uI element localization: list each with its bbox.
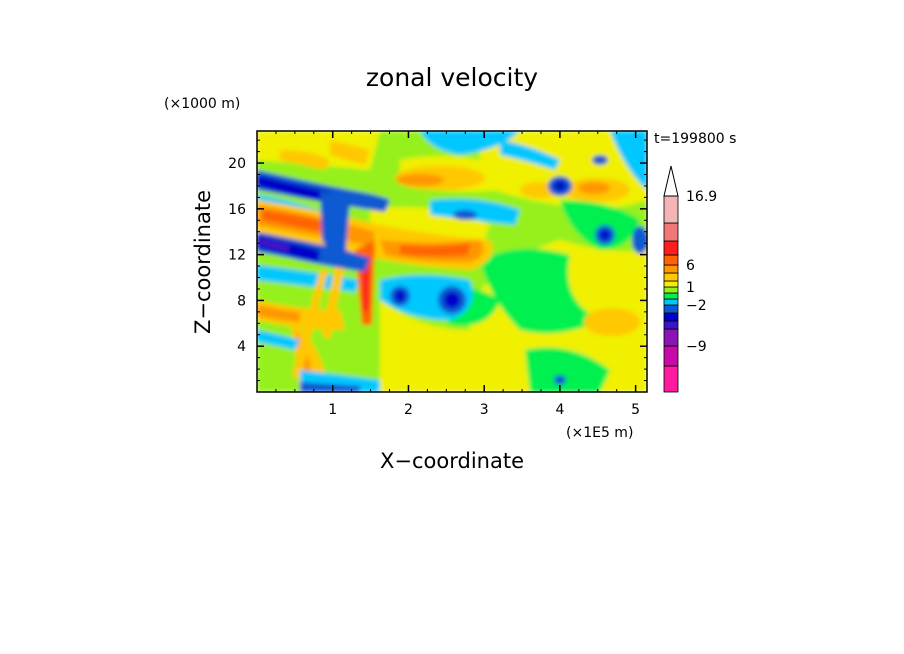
blue-spot bbox=[453, 210, 477, 220]
colorbar-segment bbox=[663, 264, 679, 274]
orange-band bbox=[280, 150, 330, 170]
colorbar-label: 6 bbox=[686, 258, 695, 274]
y-tick-label: 16 bbox=[228, 202, 246, 218]
blue-spot bbox=[444, 292, 460, 308]
blue-band bbox=[300, 382, 360, 392]
cyan-band bbox=[610, 131, 647, 190]
colorbar-segment bbox=[663, 312, 679, 322]
y-tick-label: 4 bbox=[237, 339, 246, 355]
cyan-band bbox=[430, 198, 520, 225]
y-unit-label: (×1000 m) bbox=[164, 96, 240, 112]
green-region bbox=[525, 347, 610, 392]
x-unit-label: (×1E5 m) bbox=[566, 425, 633, 441]
blue-spot bbox=[632, 226, 647, 254]
colorbar-label: −9 bbox=[686, 339, 707, 355]
yellow-region bbox=[380, 300, 470, 392]
x-axis: 1 2 3 4 5 bbox=[275, 131, 640, 418]
colorbar-label: 1 bbox=[686, 280, 695, 296]
colorbar-segment bbox=[663, 320, 679, 330]
blue-spot bbox=[554, 181, 566, 191]
blue-spot bbox=[395, 290, 405, 302]
x-tick-label: 5 bbox=[631, 402, 640, 418]
colorbar-segment bbox=[663, 195, 679, 224]
colorbar-segment bbox=[663, 292, 679, 300]
red-band bbox=[400, 243, 470, 257]
plot-frame bbox=[256, 130, 648, 393]
colorbar-segment bbox=[663, 272, 679, 282]
y-axis: 4 8 12 16 20 bbox=[228, 139, 647, 382]
y-tick-label: 20 bbox=[228, 156, 246, 172]
colorbar-label: −2 bbox=[686, 298, 707, 314]
green-region bbox=[560, 200, 640, 250]
y-tick-label: 8 bbox=[237, 293, 246, 309]
cyan-band bbox=[500, 140, 560, 170]
colorbar-label: 16.9 bbox=[686, 189, 717, 205]
orange-blob bbox=[396, 174, 444, 186]
orange-band bbox=[257, 300, 345, 330]
cyan-band bbox=[420, 131, 520, 155]
orange-band bbox=[257, 305, 300, 322]
x-axis-label: X−coordinate bbox=[380, 449, 524, 473]
x-tick-label: 4 bbox=[555, 402, 564, 418]
time-label: t=199800 s bbox=[654, 131, 736, 147]
cyan-band bbox=[257, 330, 300, 350]
blue-spot bbox=[554, 375, 566, 385]
y-tick-label: 12 bbox=[228, 248, 246, 264]
orange-blob bbox=[578, 182, 610, 194]
contour-field bbox=[257, 131, 647, 392]
y-axis-label: Z−coordinate bbox=[191, 190, 215, 334]
blue-band bbox=[320, 192, 350, 260]
colorbar-arrow bbox=[663, 165, 679, 197]
colorbar: 16.9 6 1 −2 −9 bbox=[663, 165, 717, 393]
colorbar-segment bbox=[663, 280, 679, 288]
colorbar-segment bbox=[663, 365, 679, 393]
orange-band bbox=[330, 140, 370, 165]
chart-title: zonal velocity bbox=[366, 63, 538, 92]
blue-band bbox=[260, 238, 290, 252]
colorbar-segment bbox=[663, 345, 679, 367]
orange-streak bbox=[292, 270, 328, 380]
x-tick-label: 2 bbox=[404, 402, 413, 418]
blue-spot bbox=[592, 155, 608, 165]
orange-blob bbox=[584, 308, 640, 336]
colorbar-segment bbox=[663, 304, 679, 314]
colorbar-segment bbox=[663, 240, 679, 256]
x-tick-label: 3 bbox=[480, 402, 489, 418]
blue-band bbox=[257, 175, 330, 203]
colorbar-segment bbox=[663, 222, 679, 242]
red-band bbox=[262, 210, 340, 235]
blue-spot bbox=[600, 230, 610, 240]
colorbar-segment bbox=[663, 298, 679, 306]
colorbar-segment bbox=[663, 254, 679, 266]
colorbar-segment bbox=[663, 328, 679, 347]
x-tick-label: 1 bbox=[328, 402, 337, 418]
green-region bbox=[480, 248, 600, 334]
colorbar-segment bbox=[663, 286, 679, 294]
